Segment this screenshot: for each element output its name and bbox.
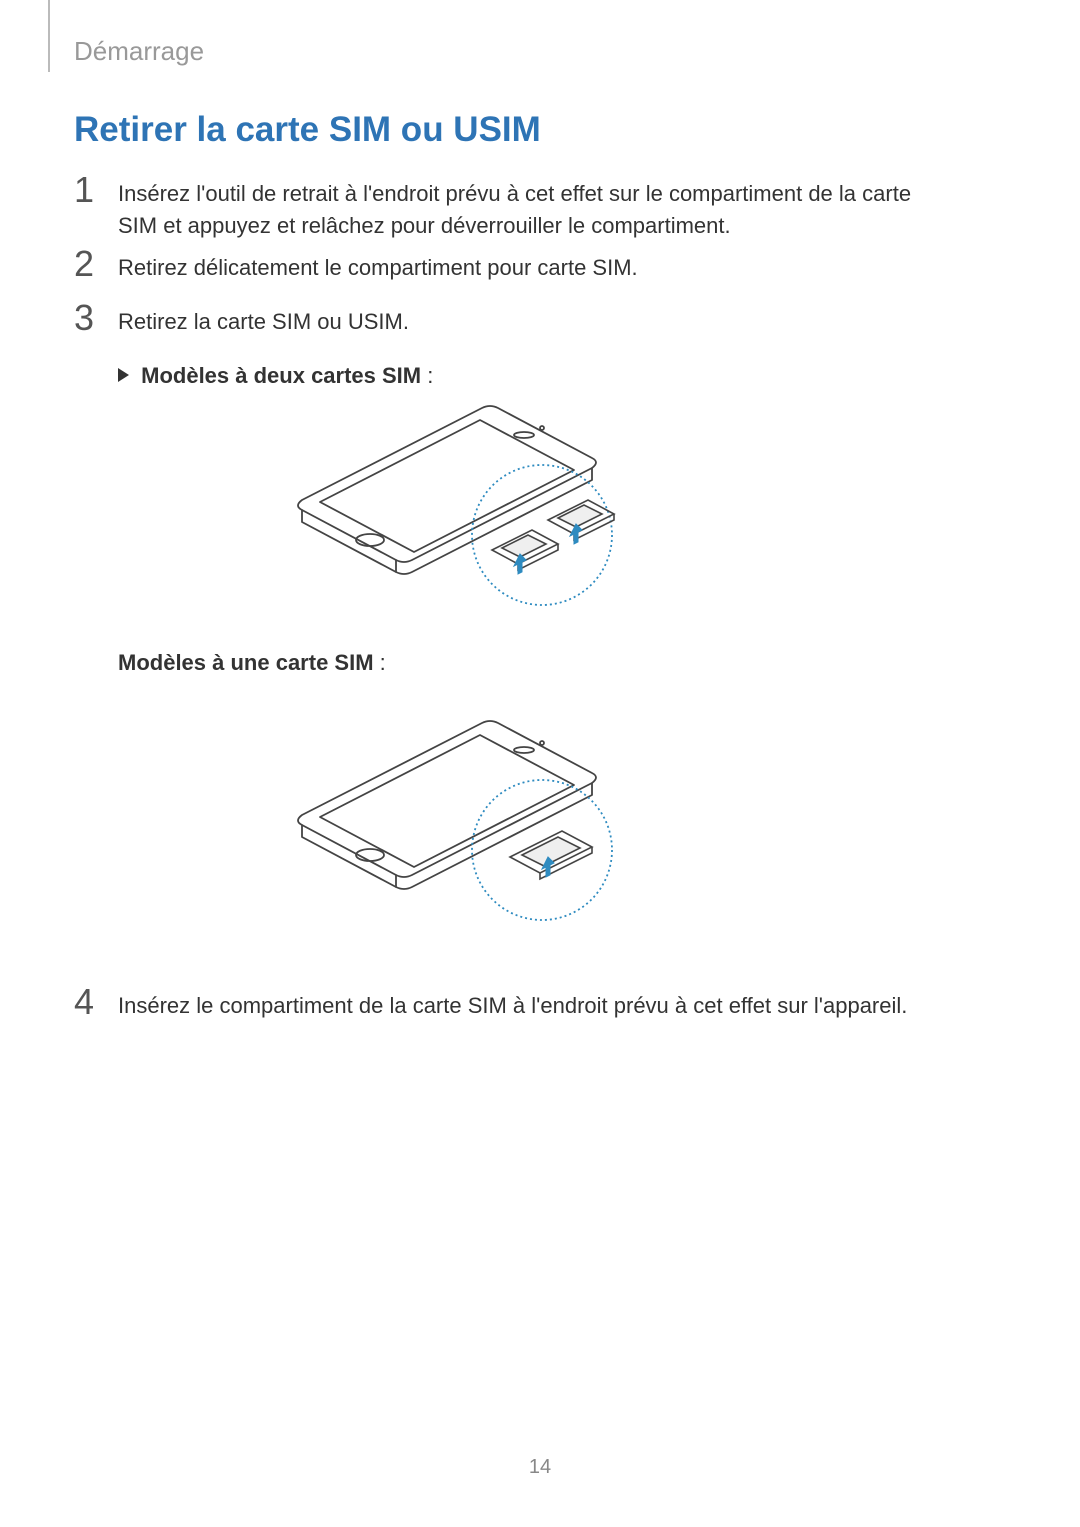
step-4-number: 4 [74, 984, 102, 1020]
step-1-number: 1 [74, 172, 102, 208]
step-1: 1 Insérez l'outil de retrait à l'endroit… [74, 172, 950, 242]
step-4: 4 Insérez le compartiment de la carte SI… [74, 984, 950, 1022]
step-4-text: Insérez le compartiment de la carte SIM … [118, 984, 907, 1022]
illustration-dual-sim [262, 380, 662, 630]
section-header: Démarrage [74, 36, 204, 67]
sublabel-single-suffix: : [374, 650, 386, 675]
step-2: 2 Retirez délicatement le compartiment p… [74, 246, 950, 284]
step-3-maintext: Retirez la carte SIM ou USIM. [118, 309, 409, 334]
page-number: 14 [0, 1456, 1080, 1479]
page-title: Retirer la carte SIM ou USIM [74, 110, 541, 150]
step-2-text: Retirez délicatement le compartiment pou… [118, 246, 638, 284]
illustration-single-sim [262, 695, 662, 945]
sublabel-single-bold: Modèles à une carte SIM [118, 650, 374, 675]
header-divider [48, 0, 50, 72]
sublabel-single: Modèles à une carte SIM : [118, 650, 386, 676]
step-3: 3 Retirez la carte SIM ou USIM. Modèles … [74, 300, 950, 392]
step-3-number: 3 [74, 300, 102, 336]
step-3-text: Retirez la carte SIM ou USIM. Modèles à … [118, 300, 433, 392]
step-1-text: Insérez l'outil de retrait à l'endroit p… [118, 172, 950, 242]
step-2-number: 2 [74, 246, 102, 282]
triangle-icon [118, 368, 129, 382]
